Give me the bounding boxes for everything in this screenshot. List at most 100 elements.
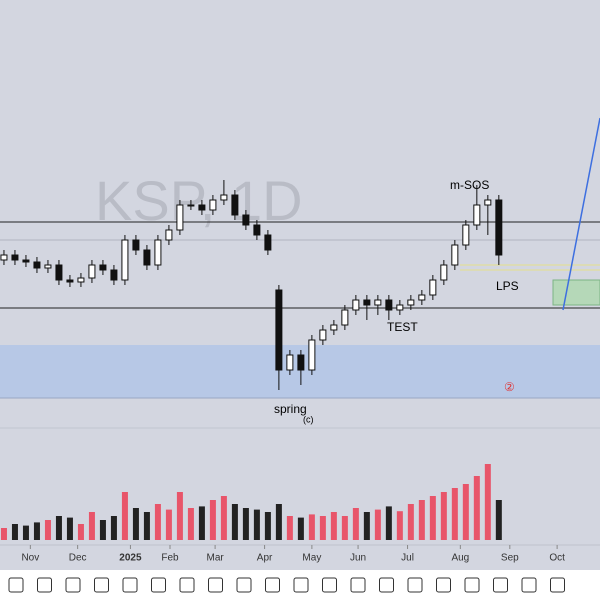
volume-bar bbox=[363, 512, 370, 540]
candle-body bbox=[341, 309, 349, 326]
candle-body bbox=[297, 354, 305, 371]
volume-bar bbox=[55, 516, 62, 540]
tool-icon[interactable] bbox=[236, 577, 252, 593]
candle-body bbox=[11, 254, 19, 261]
candle-body bbox=[363, 299, 371, 306]
candle-body bbox=[440, 264, 448, 281]
candle-body bbox=[275, 289, 283, 371]
tool-icon[interactable] bbox=[265, 577, 280, 593]
volume-bar bbox=[462, 484, 469, 540]
tool-icon[interactable] bbox=[464, 577, 480, 593]
volume-bar bbox=[143, 512, 150, 540]
volume-bar bbox=[264, 512, 271, 540]
volume-bar bbox=[165, 509, 172, 540]
candle-body bbox=[385, 299, 393, 311]
candle-body bbox=[33, 261, 41, 269]
volume-bar bbox=[396, 511, 403, 540]
volume-bar bbox=[231, 504, 238, 540]
candle-body bbox=[396, 304, 404, 311]
x-tick-label: Feb bbox=[161, 553, 179, 564]
candle-body bbox=[242, 214, 250, 226]
candle-body bbox=[286, 354, 294, 371]
candle-body bbox=[77, 277, 85, 283]
annotation: LPS bbox=[496, 279, 519, 293]
volume-bar bbox=[154, 504, 161, 540]
candle-body bbox=[462, 224, 470, 246]
candle-body bbox=[176, 204, 184, 231]
volume-bar bbox=[495, 500, 502, 540]
x-tick-label: Jul bbox=[401, 553, 414, 564]
volume-bar bbox=[88, 512, 95, 540]
watermark: KSP, 1D bbox=[95, 169, 303, 232]
annotation: (c) bbox=[303, 414, 314, 424]
volume-bar bbox=[275, 504, 282, 540]
tool-icon[interactable] bbox=[208, 577, 223, 593]
candle-body bbox=[495, 199, 503, 256]
tool-icon[interactable] bbox=[379, 577, 394, 593]
tool-icon[interactable] bbox=[493, 577, 508, 593]
tool-icon[interactable] bbox=[436, 577, 451, 593]
candle-body bbox=[418, 294, 426, 301]
x-tick-label: Aug bbox=[451, 553, 469, 564]
candle-body bbox=[198, 204, 206, 211]
volume-bar bbox=[66, 517, 73, 540]
volume-bar bbox=[77, 524, 84, 540]
candle-body bbox=[44, 264, 52, 269]
trend-line bbox=[562, 117, 600, 311]
volume-bar bbox=[352, 508, 359, 540]
volume-bar bbox=[451, 488, 458, 540]
volume-bar bbox=[121, 492, 128, 540]
tool-icon[interactable] bbox=[521, 577, 537, 593]
volume-bar bbox=[176, 492, 183, 540]
x-tick-label: Jun bbox=[350, 553, 366, 564]
tool-icon[interactable] bbox=[94, 577, 109, 593]
volume-bar bbox=[308, 514, 315, 540]
tool-icon[interactable] bbox=[8, 577, 24, 593]
x-tick-label: Apr bbox=[257, 553, 273, 564]
tool-icon[interactable] bbox=[151, 577, 166, 593]
volume-bar bbox=[297, 517, 304, 540]
volume-bar bbox=[407, 504, 414, 540]
candle-body bbox=[330, 324, 338, 331]
candle-body bbox=[99, 264, 107, 271]
volume-bar bbox=[484, 464, 491, 540]
candle-body bbox=[165, 229, 173, 241]
tool-icon[interactable] bbox=[293, 577, 309, 593]
volume-bar bbox=[187, 508, 194, 540]
tool-icon[interactable] bbox=[350, 577, 366, 593]
candle-body bbox=[209, 199, 217, 211]
volume-bar bbox=[374, 509, 381, 540]
candle-body bbox=[66, 279, 74, 283]
x-tick-label: Nov bbox=[21, 553, 39, 564]
tool-icon[interactable] bbox=[179, 577, 195, 593]
volume-bar bbox=[132, 508, 139, 540]
candle-body bbox=[429, 279, 437, 296]
tool-icon[interactable] bbox=[122, 577, 138, 593]
candle-body bbox=[220, 194, 228, 201]
tool-icon[interactable] bbox=[37, 577, 52, 593]
candle-body bbox=[132, 239, 140, 251]
candle-body bbox=[0, 254, 8, 261]
candle-body bbox=[143, 249, 151, 266]
candle-body bbox=[88, 264, 96, 279]
volume-bar bbox=[220, 496, 227, 540]
tool-icon[interactable] bbox=[65, 577, 81, 593]
tool-icon[interactable] bbox=[322, 577, 337, 593]
annotation: spring bbox=[274, 402, 307, 416]
x-tick-label: Oct bbox=[549, 553, 565, 564]
candle-body bbox=[484, 199, 492, 206]
toolbar bbox=[0, 570, 600, 600]
candle-body bbox=[319, 329, 327, 341]
candle-body bbox=[187, 204, 195, 207]
volume-bar bbox=[418, 500, 425, 540]
annotation: m-SOS bbox=[450, 178, 489, 192]
candle-body bbox=[154, 239, 162, 266]
chart-bg bbox=[0, 0, 600, 570]
volume-bar bbox=[44, 520, 51, 540]
volume-bar bbox=[429, 496, 436, 540]
tool-icon[interactable] bbox=[407, 577, 423, 593]
tool-icon[interactable] bbox=[550, 577, 565, 593]
candle-body bbox=[121, 239, 129, 281]
volume-bar bbox=[330, 512, 337, 540]
